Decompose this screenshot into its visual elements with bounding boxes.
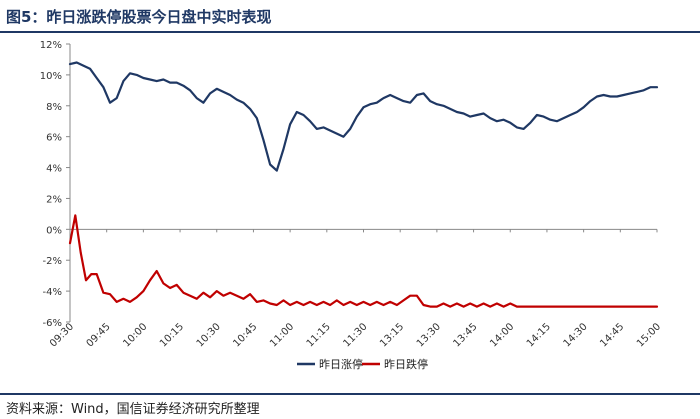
y-tick-label: -4%: [43, 287, 62, 298]
x-tick-label: 13:30: [415, 321, 443, 349]
x-tick-label: 10:30: [195, 321, 223, 349]
y-tick-label: 12%: [40, 40, 62, 51]
y-tick-label: 0%: [46, 225, 62, 236]
x-tick-label: 13:45: [452, 321, 480, 349]
x-tick-label: 11:30: [341, 321, 369, 349]
y-tick-label: 2%: [46, 194, 62, 205]
series-layer: [68, 61, 659, 308]
title-divider: [0, 31, 700, 33]
x-tick-label: 10:45: [231, 321, 259, 349]
legend-label-1: 昨日涨停: [319, 357, 363, 371]
x-tick-label: 09:45: [85, 321, 113, 349]
x-tick-label: 10:00: [121, 321, 149, 349]
y-tick-label: 10%: [40, 71, 62, 82]
x-tick-label: 11:15: [305, 321, 333, 349]
x-tick-label: 15:00: [635, 321, 663, 349]
source-note: 资料来源：Wind，国信证券经济研究所整理: [6, 402, 260, 417]
y-tick-label: 6%: [46, 133, 62, 144]
source-divider: [0, 393, 700, 395]
x-tick-label: 14:15: [525, 321, 553, 349]
series-line-1: [68, 61, 659, 172]
x-tick-label: 13:15: [378, 321, 406, 349]
line-chart: 12%10%8%6%4%2%0%-2%-4%-6%09:30 09:45 10:00…: [40, 40, 663, 371]
y-tick-label: -6%: [43, 318, 62, 329]
x-tick-label: 14:00: [488, 321, 516, 349]
series-line-2: [68, 214, 659, 308]
x-tick-label: 14:30: [562, 321, 590, 349]
x-tick-label: 11:00: [268, 321, 296, 349]
x-tick-label: 10:15: [158, 321, 186, 349]
y-tick-label: 8%: [46, 102, 62, 113]
y-tick-label: -2%: [43, 256, 62, 267]
legend-label-2: 昨日跌停: [384, 357, 428, 371]
chart-title: 图5：昨日涨跌停股票今日盘中实时表现: [6, 8, 272, 26]
y-tick-label: 4%: [46, 164, 62, 175]
legend-layer: 昨日涨停 昨日跌停: [297, 357, 428, 371]
x-tick-label: 14:45: [598, 321, 626, 349]
